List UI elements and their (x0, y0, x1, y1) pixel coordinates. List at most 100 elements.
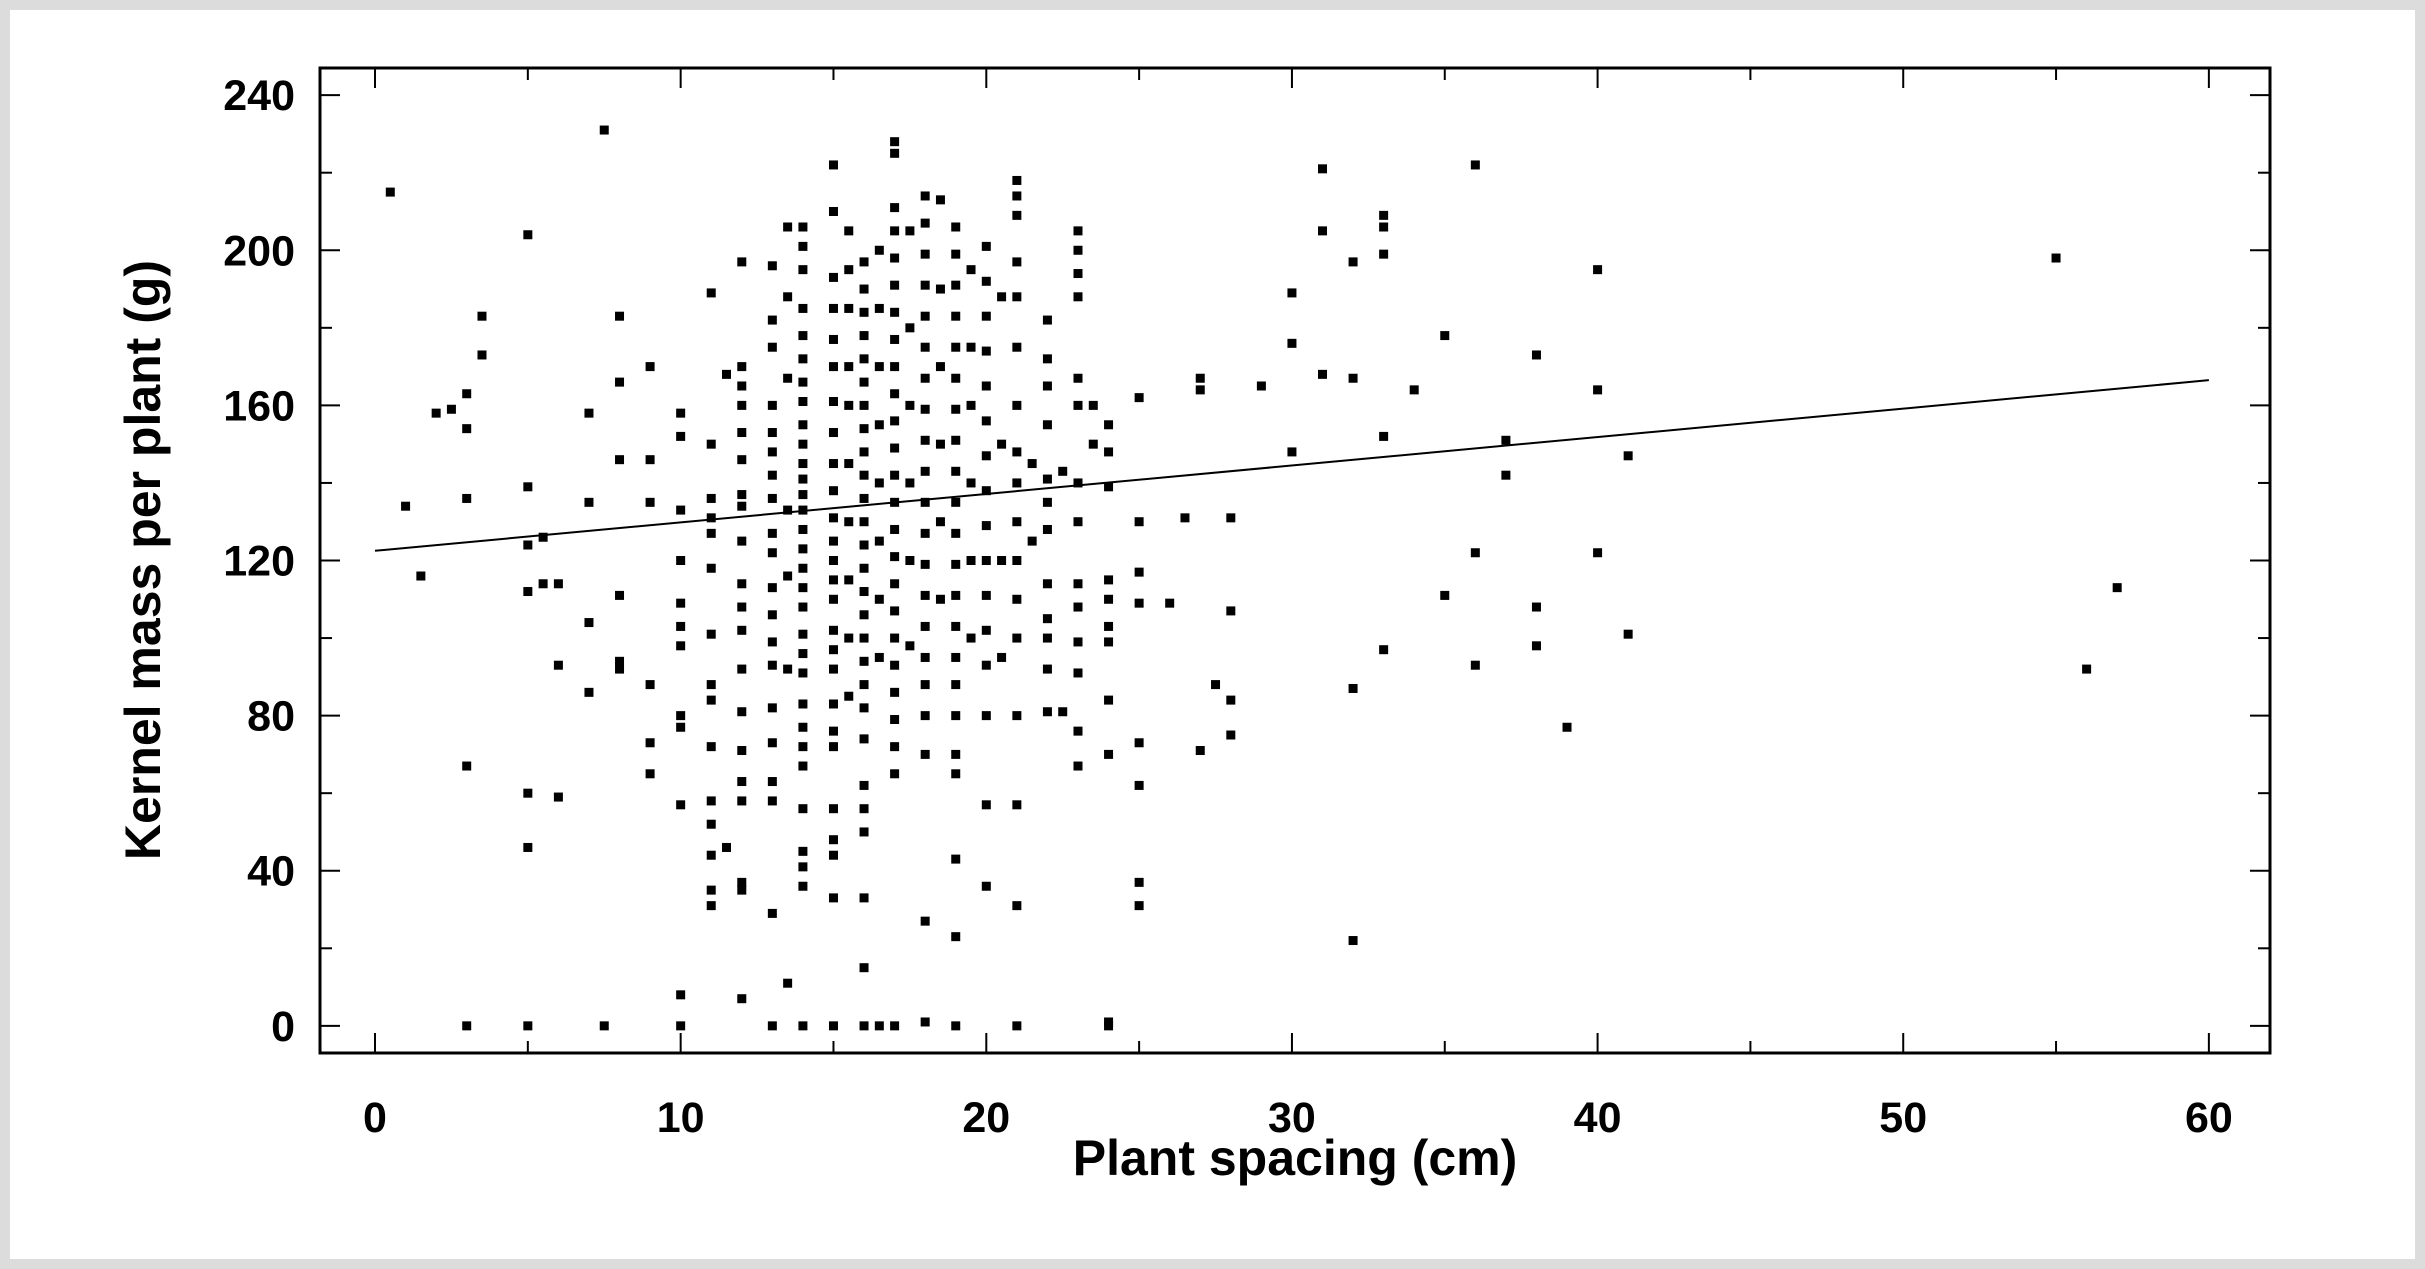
data-point (553, 792, 563, 802)
data-point (401, 501, 411, 511)
data-point (737, 994, 747, 1004)
data-point (676, 621, 686, 631)
data-point (981, 241, 991, 251)
data-point (798, 846, 808, 856)
data-point (828, 160, 838, 170)
data-point (920, 191, 930, 201)
data-point (920, 218, 930, 228)
data-point (1073, 292, 1083, 302)
data-point (859, 703, 869, 713)
data-point (1348, 373, 1358, 383)
data-point (951, 590, 961, 600)
data-point (798, 742, 808, 752)
data-point (676, 556, 686, 565)
data-point (951, 559, 961, 569)
data-point (1073, 226, 1083, 236)
data-point (935, 517, 945, 527)
data-point (798, 602, 808, 612)
data-point (1073, 245, 1083, 255)
data-point (1073, 761, 1083, 771)
data-point (844, 575, 854, 585)
data-point (890, 1021, 900, 1031)
data-point (645, 769, 655, 779)
data-point (737, 428, 747, 438)
data-point (874, 1021, 884, 1031)
data-point (798, 862, 808, 872)
data-point (767, 1021, 777, 1031)
data-point (844, 459, 854, 469)
x-tick-label: 60 (2185, 1094, 2233, 1142)
data-point (828, 428, 838, 438)
data-point (859, 963, 869, 973)
data-point (890, 687, 900, 697)
data-point (859, 284, 869, 294)
data-point (462, 761, 472, 771)
data-point (920, 528, 930, 538)
data-point (1134, 780, 1144, 790)
data-point (798, 354, 808, 364)
data-point (737, 400, 747, 410)
data-point (462, 493, 472, 503)
data-point (859, 257, 869, 267)
data-point (676, 800, 686, 810)
data-point (874, 303, 884, 313)
data-point (798, 722, 808, 732)
data-point (981, 276, 991, 286)
data-point (798, 881, 808, 891)
data-point (890, 552, 900, 562)
y-tick-label: 240 (223, 72, 295, 120)
data-point (645, 455, 655, 465)
data-point (890, 633, 900, 643)
data-point (828, 742, 838, 752)
data-point (859, 780, 869, 790)
data-point (828, 459, 838, 469)
data-point (385, 187, 395, 197)
data-point (798, 804, 808, 814)
data-point (828, 206, 838, 216)
data-point (828, 594, 838, 604)
data-point (859, 680, 869, 690)
data-point (645, 738, 655, 748)
data-point (615, 656, 625, 666)
data-point (1226, 606, 1236, 616)
data-point (1195, 373, 1205, 383)
data-point (1012, 711, 1022, 721)
data-point (798, 583, 808, 593)
data-points (385, 125, 2122, 1031)
data-point (951, 528, 961, 538)
data-point (859, 1021, 869, 1031)
data-point (951, 652, 961, 662)
data-point (645, 497, 655, 507)
data-point (951, 749, 961, 759)
data-point (1348, 257, 1358, 267)
data-point (798, 474, 808, 484)
data-point (1073, 668, 1083, 678)
data-point (1012, 447, 1022, 457)
data-point (981, 486, 991, 496)
data-point (737, 885, 747, 895)
data-point (951, 311, 961, 321)
data-point (737, 877, 747, 887)
data-point (462, 424, 472, 434)
data-point (1104, 749, 1114, 759)
data-point (951, 854, 961, 864)
y-tick-label: 0 (271, 1003, 295, 1051)
data-point (798, 524, 808, 534)
data-point (1623, 629, 1633, 639)
scatter-chart: 0 10 20 30 40 50 60 0 40 80 120 160 200 240 Plant spa… (115, 66, 2272, 1186)
data-point (966, 556, 976, 565)
data-point (905, 400, 915, 410)
data-point (951, 680, 961, 690)
data-point (783, 292, 793, 302)
data-point (538, 579, 548, 589)
data-point (966, 478, 976, 488)
data-point (599, 125, 609, 135)
data-point (1042, 315, 1052, 325)
data-point (553, 579, 563, 589)
data-point (1012, 210, 1022, 220)
data-point (1012, 478, 1022, 488)
data-point (874, 594, 884, 604)
data-point (798, 629, 808, 639)
data-point (920, 373, 930, 383)
data-point (1134, 393, 1144, 403)
